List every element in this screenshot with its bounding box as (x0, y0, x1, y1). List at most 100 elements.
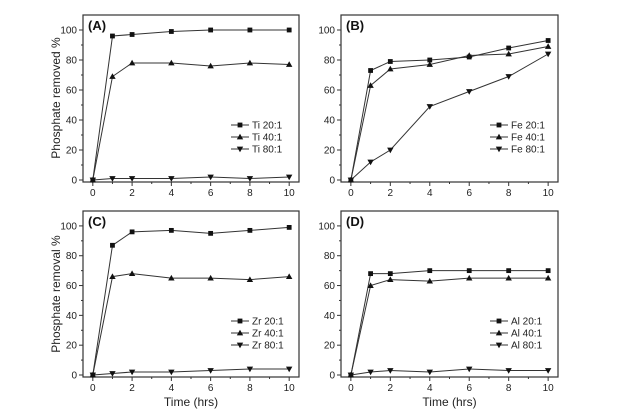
data-point (544, 274, 552, 281)
legend-marker (496, 318, 502, 324)
data-point (367, 82, 374, 88)
data-point (466, 274, 473, 281)
data-point (168, 59, 175, 66)
y-tick-label: 40 (324, 311, 336, 322)
x-tick-label: 0 (348, 188, 354, 199)
x-tick-label: 6 (466, 383, 472, 394)
series-line (92, 176, 290, 181)
chart-panel-b: 0 20 40 60 80 100 0 2 4 6 8 10 (B) Fe 20:1Fe 40:1Fe 8… (318, 14, 559, 199)
series-square (90, 27, 292, 183)
series-line (350, 40, 549, 181)
series-triangle-up (347, 274, 552, 378)
x-tick-label: 4 (169, 383, 175, 394)
series-line (92, 368, 290, 376)
legend-entry: Ti 80:1 (252, 145, 283, 156)
plot-frame (82, 14, 300, 183)
y-tick-label: 0 (329, 176, 335, 187)
plot-frame (340, 210, 559, 378)
data-point (207, 274, 214, 281)
y-tick-label: 100 (60, 26, 77, 37)
data-point (246, 366, 254, 373)
plot-frame (82, 210, 300, 378)
series-line (350, 368, 549, 376)
data-point (285, 61, 293, 67)
data-point (387, 271, 393, 277)
data-point (426, 277, 433, 284)
x-tick-label: 4 (427, 383, 433, 394)
data-point (347, 177, 355, 184)
legend-marker (236, 329, 244, 336)
y-tick-label: 60 (324, 281, 336, 292)
series-triangle-up (89, 270, 293, 378)
data-point (128, 369, 136, 376)
x-tick-label: 6 (466, 188, 472, 199)
series-line (92, 226, 290, 376)
legend-marker (495, 146, 503, 153)
x-tick-label: 2 (129, 383, 135, 394)
x-tick-label: 8 (247, 383, 253, 394)
data-point (109, 273, 116, 279)
y-tick-label: 20 (66, 146, 78, 157)
data-point (109, 176, 116, 182)
data-point (426, 104, 433, 110)
legend-entry: Al 80:1 (511, 341, 543, 352)
legend-marker (495, 329, 503, 336)
legend-entry: Zr 40:1 (252, 329, 284, 340)
data-point (466, 89, 473, 95)
data-point (207, 62, 214, 69)
data-point (110, 33, 115, 39)
data-point (109, 73, 116, 79)
data-point (544, 43, 552, 49)
data-point (246, 276, 254, 282)
legend-marker (237, 122, 243, 128)
legend-entry: Ti 20:1 (252, 121, 283, 132)
data-point (368, 68, 373, 73)
data-point (168, 369, 175, 376)
series-square (90, 225, 292, 378)
series-triangle-down (347, 366, 552, 379)
x-tick-label: 2 (129, 188, 135, 199)
data-point (168, 29, 174, 34)
data-point (128, 59, 136, 66)
x-tick-label: 2 (388, 383, 394, 394)
y-tick-label: 100 (60, 221, 77, 232)
y-tick-label: 0 (71, 176, 77, 187)
x-tick-label: 0 (90, 188, 96, 199)
data-point (506, 268, 512, 274)
legend: Al 20:1Al 40:1Al 80:1 (490, 317, 543, 352)
data-point (286, 27, 292, 33)
legend-entry: Zr 80:1 (252, 341, 284, 352)
panel-label: (C) (88, 214, 106, 229)
data-point (387, 276, 394, 282)
y-tick-label: 20 (66, 341, 78, 352)
data-point (129, 32, 135, 37)
x-tick-label: 6 (208, 383, 214, 394)
data-point (466, 366, 473, 373)
x-tick-label: 8 (506, 188, 512, 199)
y-tick-label: 100 (318, 26, 335, 37)
data-point (505, 274, 512, 281)
data-point (427, 268, 433, 274)
x-tick-label: 4 (427, 188, 433, 199)
data-point (466, 52, 473, 58)
data-point (505, 74, 512, 80)
y-tick-label: 80 (66, 56, 78, 67)
data-point (387, 368, 394, 374)
data-point (89, 372, 97, 379)
legend-entry: Fe 20:1 (511, 121, 545, 132)
data-point (427, 57, 433, 63)
data-point (505, 50, 512, 57)
data-point (506, 45, 512, 51)
y-tick-label: 40 (66, 311, 78, 322)
data-point (168, 227, 174, 233)
x-tick-label: 10 (543, 383, 555, 394)
data-point (347, 372, 355, 379)
y-tick-label: 80 (324, 56, 336, 67)
data-point (247, 227, 253, 233)
panel-label: (B) (346, 18, 364, 33)
y-tick-label: 0 (329, 371, 335, 382)
y-tick-label: 60 (324, 86, 336, 97)
y-tick-label: 80 (66, 251, 78, 262)
x-tick-label: 0 (348, 383, 354, 394)
